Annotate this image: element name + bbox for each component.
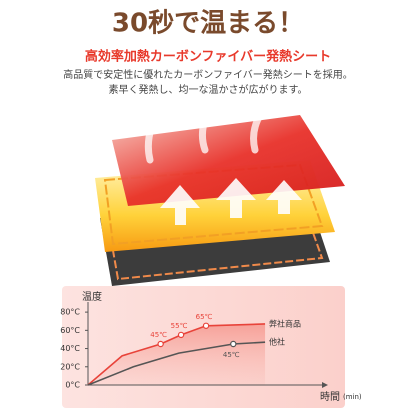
axis-arrow	[322, 382, 328, 388]
value-label: 55℃	[171, 322, 188, 330]
y-tick-label: 80°C	[60, 308, 80, 317]
value-label: 45℃	[150, 331, 167, 339]
y-tick-label: 0°C	[65, 381, 80, 390]
description: 素早く発熱し、均一な温かさが広がります。	[109, 83, 308, 96]
title: 30秒で温まる！	[112, 9, 304, 39]
data-point	[230, 340, 237, 348]
data-point	[177, 331, 185, 339]
illustration	[95, 104, 345, 286]
subtitle: 高効率加熱カーボンファイバー発熱シート	[85, 49, 331, 65]
data-point	[202, 322, 210, 329]
series-line	[87, 323, 266, 386]
y-tick-label: 40°C	[60, 344, 80, 353]
y-tick-label: 60°C	[60, 326, 80, 335]
data-point	[157, 340, 164, 348]
x-axis-unit: (min)	[343, 393, 362, 401]
description: 高品質で安定性に優れたカーボンファイバー発熱シートを採用。	[63, 68, 353, 81]
x-axis-label: 時間	[320, 391, 340, 403]
y-tick-label: 20°C	[60, 362, 80, 371]
value-label: 65℃	[196, 313, 213, 321]
y-axis-label: 温度	[82, 290, 102, 303]
series-label: 他社	[269, 337, 285, 347]
series-line	[87, 341, 266, 386]
value-label: 45℃	[223, 351, 240, 359]
series-label: 弊社商品	[269, 318, 301, 328]
